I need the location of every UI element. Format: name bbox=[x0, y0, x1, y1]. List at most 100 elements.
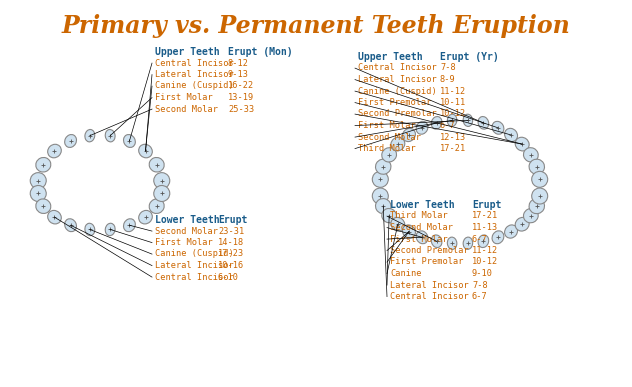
Text: Erupt (Mon): Erupt (Mon) bbox=[228, 47, 293, 57]
Text: Central Incisor: Central Incisor bbox=[358, 63, 437, 72]
Ellipse shape bbox=[478, 116, 489, 129]
Text: 6-10: 6-10 bbox=[218, 272, 239, 281]
Ellipse shape bbox=[529, 199, 545, 214]
Ellipse shape bbox=[478, 235, 489, 248]
Text: Erupt: Erupt bbox=[218, 215, 247, 225]
Ellipse shape bbox=[492, 122, 504, 134]
Text: Lateral Incisor: Lateral Incisor bbox=[155, 70, 234, 79]
Ellipse shape bbox=[138, 211, 152, 224]
Ellipse shape bbox=[529, 159, 545, 174]
Ellipse shape bbox=[391, 137, 405, 151]
Ellipse shape bbox=[515, 137, 529, 151]
Ellipse shape bbox=[149, 199, 164, 214]
Text: Canine: Canine bbox=[390, 269, 422, 278]
Ellipse shape bbox=[47, 144, 61, 158]
Ellipse shape bbox=[30, 173, 46, 188]
Ellipse shape bbox=[431, 116, 442, 129]
Ellipse shape bbox=[447, 114, 457, 127]
Text: Upper Teeth: Upper Teeth bbox=[358, 52, 423, 62]
Ellipse shape bbox=[85, 223, 95, 236]
Text: Second Molar: Second Molar bbox=[155, 104, 218, 113]
Ellipse shape bbox=[492, 231, 504, 244]
Ellipse shape bbox=[64, 135, 76, 147]
Ellipse shape bbox=[106, 223, 115, 236]
Ellipse shape bbox=[372, 188, 388, 204]
Text: First Molar: First Molar bbox=[155, 93, 213, 102]
Ellipse shape bbox=[149, 158, 164, 172]
Text: Second Premolar: Second Premolar bbox=[358, 110, 437, 118]
Ellipse shape bbox=[154, 173, 170, 188]
Text: Second Molar: Second Molar bbox=[155, 226, 218, 236]
Text: 7-8: 7-8 bbox=[440, 63, 456, 72]
Ellipse shape bbox=[504, 128, 518, 142]
Text: First Premolar: First Premolar bbox=[358, 98, 432, 107]
Text: Canine (Cuspid): Canine (Cuspid) bbox=[358, 87, 437, 96]
Ellipse shape bbox=[504, 225, 518, 238]
Ellipse shape bbox=[375, 159, 391, 174]
Text: Canine (Cuspid): Canine (Cuspid) bbox=[155, 250, 234, 259]
Text: 25-33: 25-33 bbox=[228, 104, 254, 113]
Ellipse shape bbox=[36, 158, 51, 172]
Ellipse shape bbox=[523, 209, 538, 223]
Text: Erupt (Yr): Erupt (Yr) bbox=[440, 52, 499, 62]
Ellipse shape bbox=[106, 130, 115, 142]
Ellipse shape bbox=[372, 171, 388, 187]
Ellipse shape bbox=[123, 135, 135, 147]
Ellipse shape bbox=[532, 188, 548, 204]
Ellipse shape bbox=[532, 171, 548, 187]
Text: Lower Teeth: Lower Teeth bbox=[155, 215, 220, 225]
Ellipse shape bbox=[523, 148, 538, 162]
Text: 12-13: 12-13 bbox=[440, 132, 466, 142]
Text: 10-11: 10-11 bbox=[440, 98, 466, 107]
Text: Central Incisor: Central Incisor bbox=[390, 292, 469, 301]
Text: 11-13: 11-13 bbox=[472, 223, 498, 232]
Ellipse shape bbox=[85, 130, 95, 142]
Text: Canine (Cuspid): Canine (Cuspid) bbox=[155, 82, 234, 91]
Text: 16-22: 16-22 bbox=[228, 82, 254, 91]
Ellipse shape bbox=[403, 225, 415, 238]
Text: Erupt: Erupt bbox=[472, 200, 501, 210]
Text: 17-21: 17-21 bbox=[440, 144, 466, 153]
Text: Lateral Incisor: Lateral Incisor bbox=[358, 75, 437, 84]
Ellipse shape bbox=[463, 237, 473, 249]
Text: 6-7: 6-7 bbox=[472, 235, 488, 243]
Text: 9-10: 9-10 bbox=[472, 269, 493, 278]
Ellipse shape bbox=[515, 217, 529, 231]
Text: First Molar: First Molar bbox=[155, 238, 213, 247]
Ellipse shape bbox=[36, 199, 51, 214]
Text: Lateral Incisor: Lateral Incisor bbox=[155, 261, 234, 270]
Ellipse shape bbox=[391, 217, 405, 231]
Ellipse shape bbox=[463, 114, 473, 127]
Ellipse shape bbox=[447, 237, 457, 249]
Text: Lower Teeth: Lower Teeth bbox=[390, 200, 454, 210]
Text: Upper Teeth: Upper Teeth bbox=[155, 47, 220, 57]
Text: Third Molar: Third Molar bbox=[390, 212, 447, 221]
Ellipse shape bbox=[375, 199, 391, 214]
Ellipse shape bbox=[30, 185, 46, 202]
Ellipse shape bbox=[403, 128, 415, 142]
Ellipse shape bbox=[382, 148, 396, 162]
Ellipse shape bbox=[64, 219, 76, 232]
Text: 23-31: 23-31 bbox=[218, 226, 244, 236]
Text: 6-7: 6-7 bbox=[472, 292, 488, 301]
Ellipse shape bbox=[47, 211, 61, 224]
Text: 17-23: 17-23 bbox=[218, 250, 244, 259]
Text: Lateral Incisor: Lateral Incisor bbox=[390, 281, 469, 289]
Ellipse shape bbox=[416, 231, 428, 244]
Text: 7-8: 7-8 bbox=[472, 281, 488, 289]
Text: Central Incisor: Central Incisor bbox=[155, 272, 234, 281]
Text: First Molar: First Molar bbox=[390, 235, 447, 243]
Text: 10-12: 10-12 bbox=[440, 110, 466, 118]
Text: 17-21: 17-21 bbox=[472, 212, 498, 221]
Ellipse shape bbox=[416, 122, 428, 134]
Text: Central Incisor: Central Incisor bbox=[155, 58, 234, 67]
Text: 10-16: 10-16 bbox=[218, 261, 244, 270]
Ellipse shape bbox=[138, 144, 152, 158]
Text: 8-9: 8-9 bbox=[440, 75, 456, 84]
Text: Second Molar: Second Molar bbox=[358, 132, 421, 142]
Text: 10-12: 10-12 bbox=[472, 257, 498, 267]
Ellipse shape bbox=[154, 185, 170, 202]
Text: Second Molar: Second Molar bbox=[390, 223, 453, 232]
Text: 8-12: 8-12 bbox=[228, 58, 249, 67]
Text: 11-12: 11-12 bbox=[440, 87, 466, 96]
